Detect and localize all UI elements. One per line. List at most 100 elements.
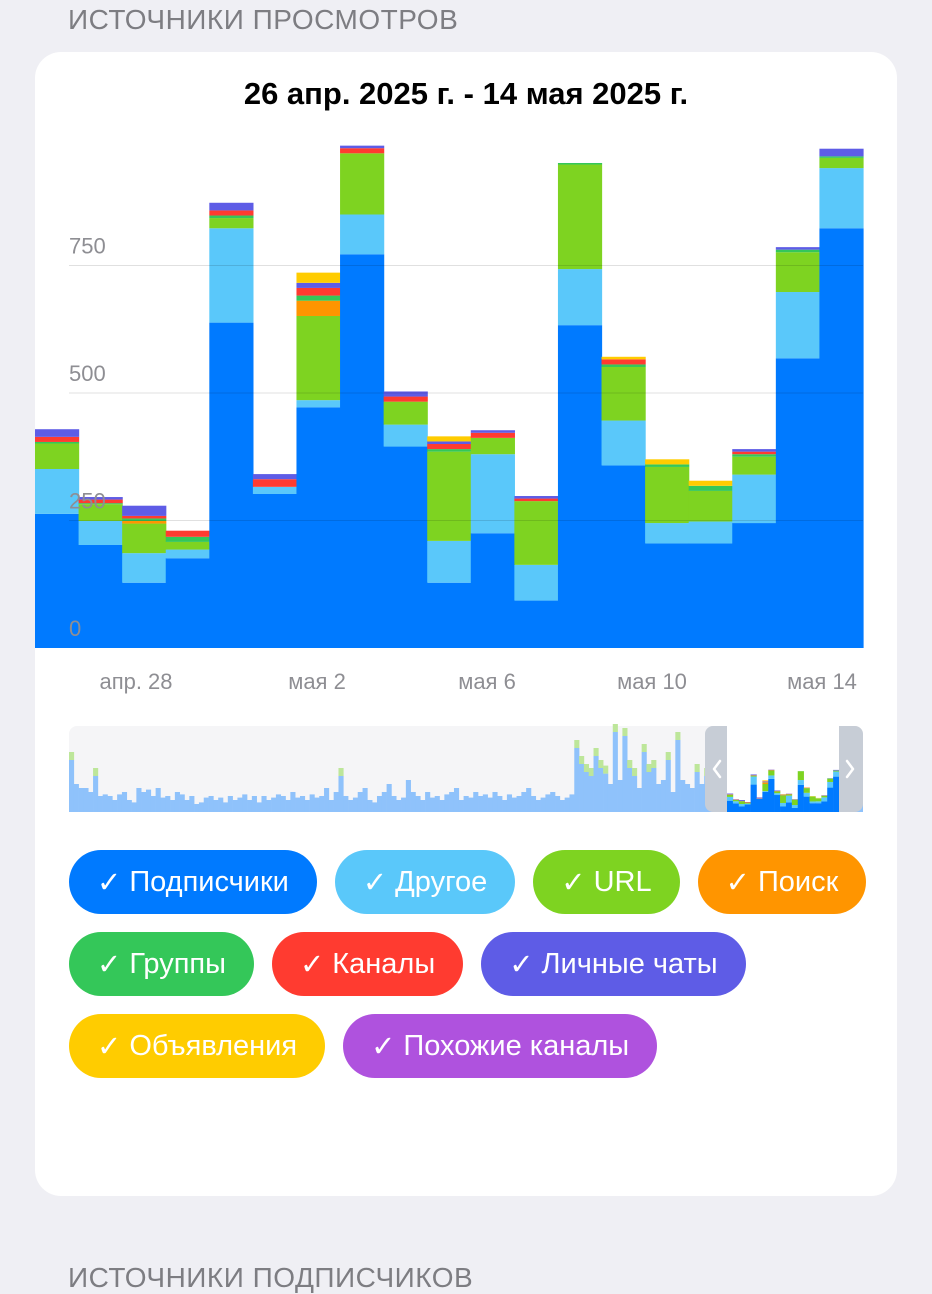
bar-segment-3-day-10[interactable] [427, 452, 471, 541]
bar-segment-1-day-15[interactable] [645, 543, 689, 648]
range-handle-left[interactable] [705, 726, 727, 812]
bar-segment-8-day-14[interactable] [602, 357, 646, 360]
bar-segment-5-day-16[interactable] [689, 486, 733, 491]
bar-segment-3-day-11[interactable] [471, 438, 515, 454]
bar-segment-1-day-12[interactable] [514, 601, 558, 648]
bar-segment-7-day-18[interactable] [776, 247, 820, 250]
bar-segment-1-day-5[interactable] [209, 323, 253, 648]
bar-segment-8-day-16[interactable] [689, 481, 733, 486]
bar-segment-6-day-11[interactable] [471, 433, 515, 438]
bar-segment-7-day-1[interactable] [35, 429, 79, 437]
bar-segment-2-day-16[interactable] [689, 522, 733, 544]
legend-chip-1[interactable]: ✓Подписчики [69, 850, 317, 914]
bar-segment-1-day-8[interactable] [340, 254, 384, 648]
bar-segment-2-day-12[interactable] [514, 565, 558, 601]
bar-segment-5-day-13[interactable] [558, 163, 602, 165]
bar-segment-5-day-5[interactable] [209, 216, 253, 219]
bar-segment-5-day-15[interactable] [645, 464, 689, 467]
bar-segment-5-day-19[interactable] [819, 156, 863, 158]
bar-segment-1-day-4[interactable] [166, 558, 210, 648]
bar-segment-8-day-15[interactable] [645, 459, 689, 464]
bar-segment-3-day-8[interactable] [340, 153, 384, 214]
bar-segment-3-day-12[interactable] [514, 501, 558, 565]
bar-segment-7-day-8[interactable] [340, 146, 384, 149]
bar-segment-6-day-14[interactable] [602, 359, 646, 364]
bar-segment-2-day-17[interactable] [732, 475, 776, 523]
bar-segment-3-day-4[interactable] [166, 542, 210, 550]
bar-segment-8-day-10[interactable] [427, 436, 471, 441]
bar-segment-1-day-7[interactable] [296, 407, 340, 648]
bar-segment-3-day-9[interactable] [384, 402, 428, 425]
bar-segment-7-day-5[interactable] [209, 203, 253, 211]
bar-segment-6-day-4[interactable] [166, 531, 210, 537]
bar-segment-1-day-11[interactable] [471, 533, 515, 648]
bar-segment-2-day-6[interactable] [253, 487, 297, 494]
bar-segment-3-day-7[interactable] [296, 316, 340, 400]
bar-segment-2-day-10[interactable] [427, 541, 471, 583]
bar-segment-7-day-19[interactable] [819, 149, 863, 157]
bar-segment-6-day-12[interactable] [514, 499, 558, 502]
bar-segment-1-day-2[interactable] [79, 545, 123, 648]
bar-segment-6-day-10[interactable] [427, 444, 471, 449]
bar-segment-3-day-3[interactable] [122, 524, 166, 554]
bar-segment-6-day-5[interactable] [209, 210, 253, 215]
bar-segment-6-day-9[interactable] [384, 397, 428, 402]
bar-segment-2-day-3[interactable] [122, 553, 166, 583]
legend-chip-2[interactable]: ✓Другое [335, 850, 515, 914]
bar-segment-3-day-15[interactable] [645, 467, 689, 523]
bar-segment-4-day-3[interactable] [122, 521, 166, 524]
bar-segment-3-day-13[interactable] [558, 165, 602, 270]
bar-segment-3-day-19[interactable] [819, 158, 863, 168]
bar-segment-2-day-18[interactable] [776, 292, 820, 358]
bar-segment-2-day-14[interactable] [602, 421, 646, 466]
bar-segment-3-day-17[interactable] [732, 457, 776, 475]
bar-segment-5-day-4[interactable] [166, 537, 210, 542]
bar-segment-1-day-9[interactable] [384, 447, 428, 648]
bar-segment-6-day-3[interactable] [122, 516, 166, 519]
legend-chip-6[interactable]: ✓Каналы [272, 932, 463, 996]
bar-segment-6-day-17[interactable] [732, 452, 776, 455]
bar-segment-3-day-16[interactable] [689, 491, 733, 522]
bar-segment-7-day-10[interactable] [427, 441, 471, 444]
bar-segment-2-day-8[interactable] [340, 215, 384, 255]
bar-segment-2-day-7[interactable] [296, 400, 340, 407]
bar-segment-1-day-14[interactable] [602, 465, 646, 648]
bar-segment-4-day-7[interactable] [296, 301, 340, 316]
bar-segment-7-day-11[interactable] [471, 430, 515, 433]
bar-segment-6-day-6[interactable] [253, 479, 297, 487]
bar-segment-3-day-18[interactable] [776, 252, 820, 292]
bar-segment-6-day-1[interactable] [35, 437, 79, 442]
legend-chip-5[interactable]: ✓Группы [69, 932, 254, 996]
bar-segment-3-day-14[interactable] [602, 367, 646, 421]
legend-chip-7[interactable]: ✓Личные чаты [481, 932, 745, 996]
bar-segment-6-day-8[interactable] [340, 148, 384, 153]
bar-segment-2-day-13[interactable] [558, 269, 602, 325]
range-selector[interactable] [69, 724, 863, 814]
bar-segment-1-day-10[interactable] [427, 583, 471, 648]
bar-segment-7-day-7[interactable] [296, 283, 340, 288]
bar-segment-2-day-4[interactable] [166, 550, 210, 559]
bar-segment-7-day-9[interactable] [384, 391, 428, 396]
bar-segment-5-day-17[interactable] [732, 454, 776, 457]
bar-segment-2-day-9[interactable] [384, 425, 428, 447]
bar-segment-2-day-2[interactable] [79, 521, 123, 545]
bar-segment-7-day-3[interactable] [122, 506, 166, 516]
bar-segment-2-day-11[interactable] [471, 454, 515, 533]
bar-segment-7-day-17[interactable] [732, 449, 776, 452]
bar-segment-2-day-15[interactable] [645, 523, 689, 543]
bar-segment-5-day-7[interactable] [296, 296, 340, 301]
bar-segment-6-day-7[interactable] [296, 288, 340, 296]
bar-segment-1-day-17[interactable] [732, 523, 776, 648]
bar-segment-8-day-7[interactable] [296, 273, 340, 283]
bar-segment-1-day-13[interactable] [558, 325, 602, 648]
legend-chip-4[interactable]: ✓Поиск [698, 850, 867, 914]
bar-segment-1-day-19[interactable] [819, 228, 863, 648]
bar-segment-7-day-12[interactable] [514, 496, 558, 499]
range-handle-right[interactable] [839, 726, 863, 812]
bar-segment-5-day-18[interactable] [776, 250, 820, 253]
bar-segment-5-day-10[interactable] [427, 449, 471, 452]
legend-chip-9[interactable]: ✓Похожие каналы [343, 1014, 657, 1078]
bar-segment-7-day-6[interactable] [253, 474, 297, 479]
bar-segment-5-day-14[interactable] [602, 364, 646, 367]
